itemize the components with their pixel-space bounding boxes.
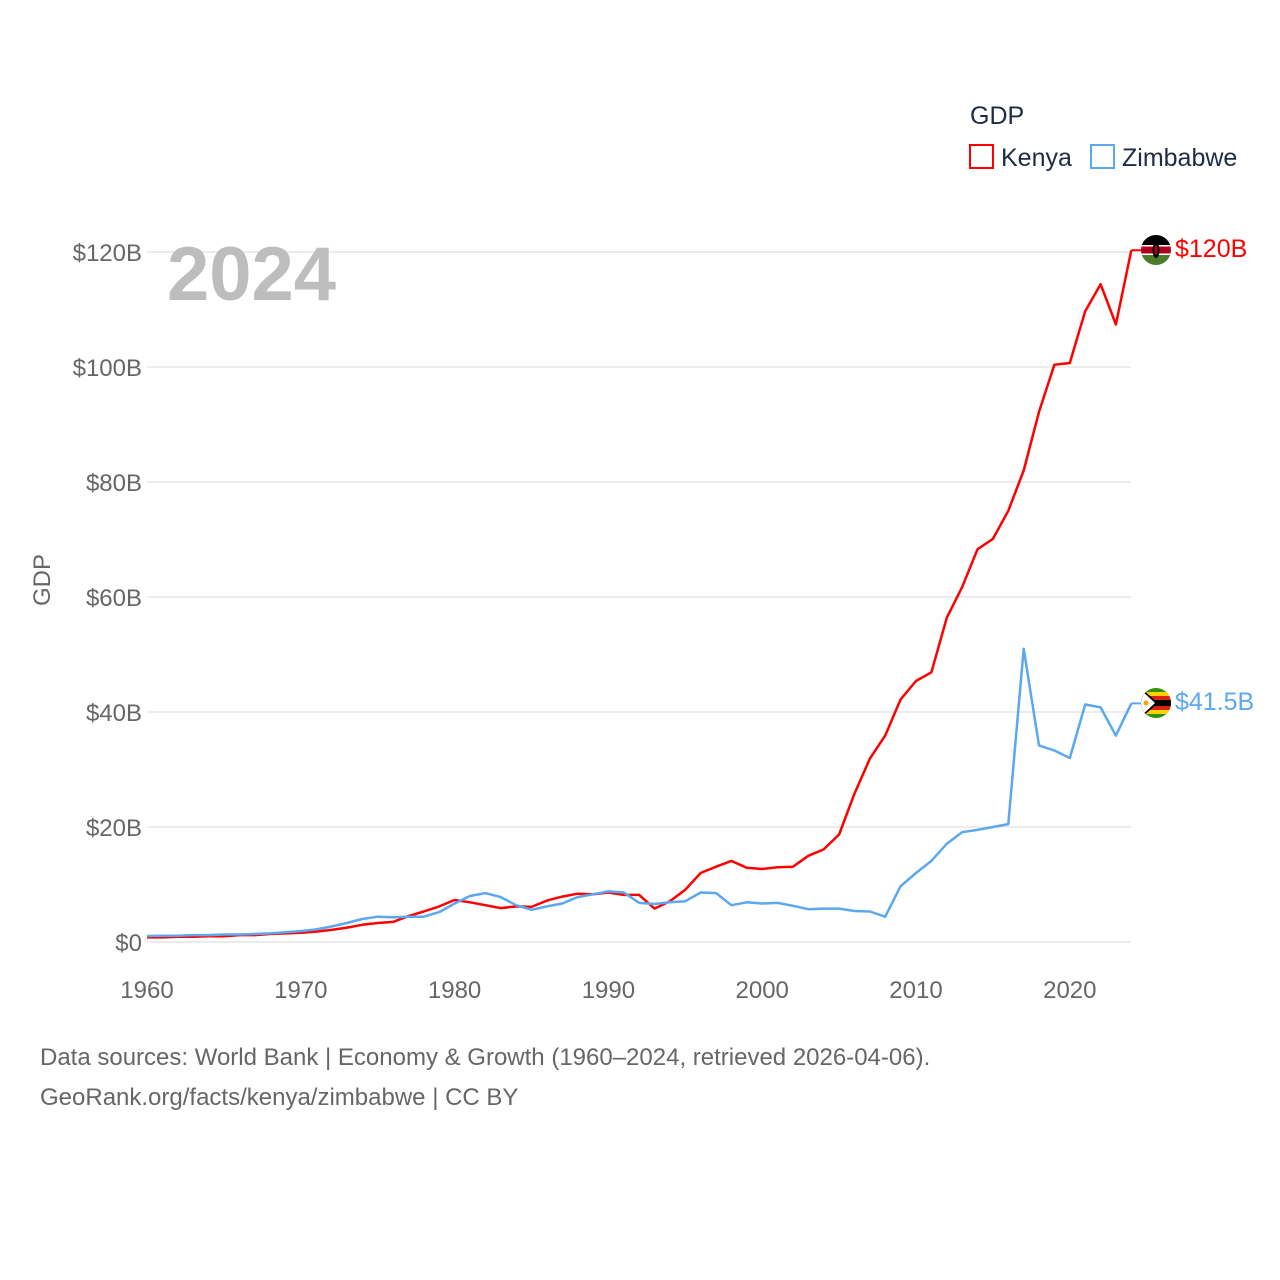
legend-title: GDP [970, 102, 1024, 130]
x-tick-label: 1990 [582, 977, 635, 1004]
y-tick-label: $0 [115, 930, 142, 957]
y-tick-label: $40B [86, 700, 142, 727]
line-zimbabwe [146, 647, 1133, 938]
x-tick-label: 1970 [274, 977, 327, 1004]
y-tick-label: $100B [73, 355, 142, 382]
current-year-label: 2024 [167, 232, 336, 317]
y-tick-label: $20B [86, 815, 142, 842]
footer-credit[interactable]: GeoRank.org/facts/kenya/zimbabwe | CC BY [40, 1084, 519, 1111]
x-tick-label: 1960 [120, 977, 173, 1004]
grid-lines [147, 251, 1131, 943]
legend-item-kenya[interactable]: Kenya [969, 144, 1072, 172]
line-kenya [147, 250, 1133, 939]
legend-swatch-kenya [969, 144, 994, 169]
x-axis-ticks: 1960 1970 1980 1990 2000 2010 2020 [120, 977, 1096, 1004]
x-tick-label: 1980 [428, 977, 481, 1004]
x-tick-label: 2000 [736, 977, 789, 1004]
series-lines [146, 249, 1141, 939]
y-tick-label: $60B [86, 585, 142, 612]
x-tick-label: 2020 [1043, 977, 1096, 1004]
x-tick-label: 2010 [889, 977, 942, 1004]
y-axis-title: GDP [29, 554, 56, 606]
legend-label-zimbabwe: Zimbabwe [1122, 144, 1237, 172]
footer-sources: Data sources: World Bank | Economy & Gro… [40, 1044, 931, 1071]
legend-swatch-zimbabwe [1090, 144, 1115, 169]
y-tick-label: $80B [86, 470, 142, 497]
legend-label-kenya: Kenya [1001, 144, 1072, 172]
y-axis-ticks: $0 $20B $40B $60B $80B $100B $120B [73, 240, 142, 957]
legend-item-zimbabwe[interactable]: Zimbabwe [1090, 144, 1237, 172]
y-tick-label: $120B [73, 240, 142, 267]
kenya-flag-icon [1141, 235, 1171, 265]
zimbabwe-flag-icon [1141, 688, 1171, 718]
end-label-zimbabwe: $41.5B [1175, 688, 1254, 716]
end-label-kenya: $120B [1175, 235, 1247, 263]
